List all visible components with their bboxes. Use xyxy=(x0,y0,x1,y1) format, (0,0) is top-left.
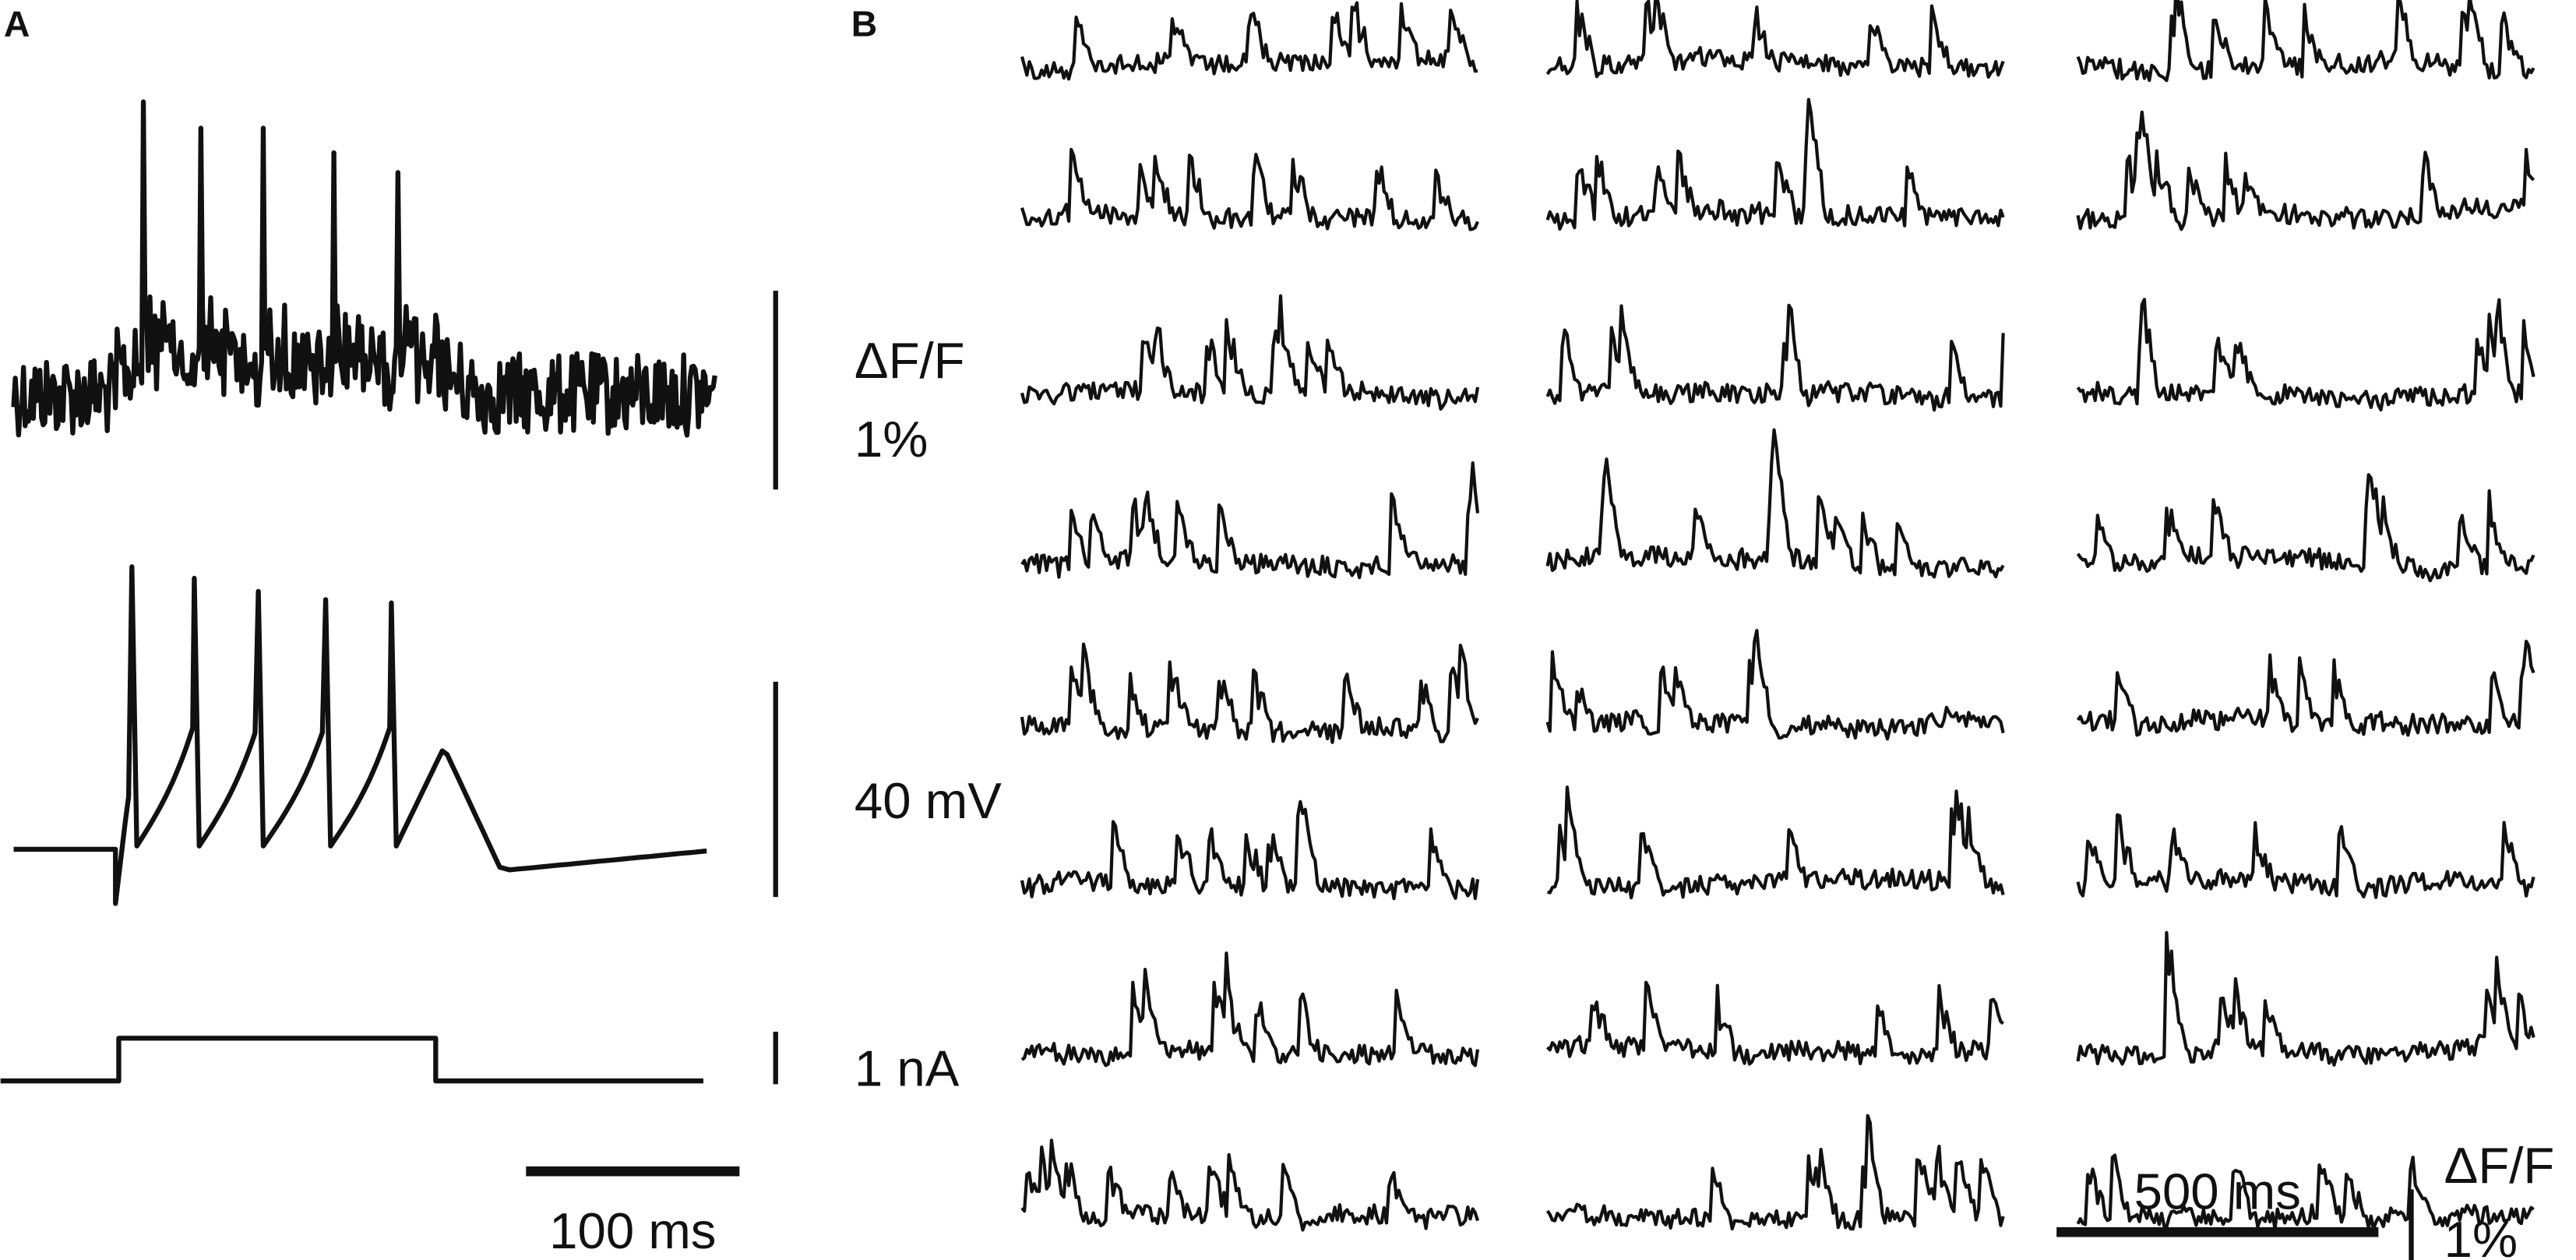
fluorescence-trace xyxy=(1545,97,2005,231)
fluorescence-trace xyxy=(11,99,717,438)
fluorescence-trace xyxy=(2076,110,2535,231)
fluorescence-trace xyxy=(1545,428,2005,579)
fluorescence-trace xyxy=(2076,298,2535,412)
fluorescence-trace xyxy=(1020,147,1479,231)
fluorescence-trace xyxy=(1020,1138,1480,1232)
fluorescence-trace xyxy=(2076,1153,2535,1231)
scale-label: 1 nA xyxy=(855,1040,960,1097)
fluorescence-trace xyxy=(2076,930,2535,1067)
panel-label: A xyxy=(4,3,30,44)
fluorescence-trace xyxy=(1020,1,1478,81)
fluorescence-trace xyxy=(1545,303,2005,412)
fluorescence-trace xyxy=(2076,0,2535,83)
fluorescence-trace xyxy=(1020,642,1479,744)
fluorescence-trace xyxy=(1546,980,2005,1066)
fluorescence-trace xyxy=(1020,951,1480,1068)
scale-label: 40 mV xyxy=(855,772,1002,829)
scale-label: 1% xyxy=(2444,1211,2518,1260)
voltage-trace xyxy=(13,564,707,906)
panel-label: B xyxy=(851,3,878,44)
scale-label: 500 ms xyxy=(2134,1163,2301,1220)
fluorescence-trace xyxy=(1020,294,1480,411)
fluorescence-trace xyxy=(2076,639,2535,737)
scale-label: ΔF/F xyxy=(855,332,965,389)
current-step xyxy=(0,1036,703,1084)
scale-label: 100 ms xyxy=(549,1202,716,1259)
fluorescence-trace xyxy=(1020,799,1480,901)
fluorescence-trace xyxy=(1545,1114,2005,1231)
fluorescence-trace xyxy=(1547,785,2005,900)
fluorescence-trace xyxy=(1545,0,2005,79)
fluorescence-trace xyxy=(1020,461,1480,580)
fluorescence-trace xyxy=(1545,629,2005,741)
fluorescence-trace xyxy=(2076,813,2535,899)
scale-label: ΔF/F xyxy=(2444,1137,2555,1194)
scale-label: 1% xyxy=(855,411,928,468)
fluorescence-trace xyxy=(2076,473,2535,583)
